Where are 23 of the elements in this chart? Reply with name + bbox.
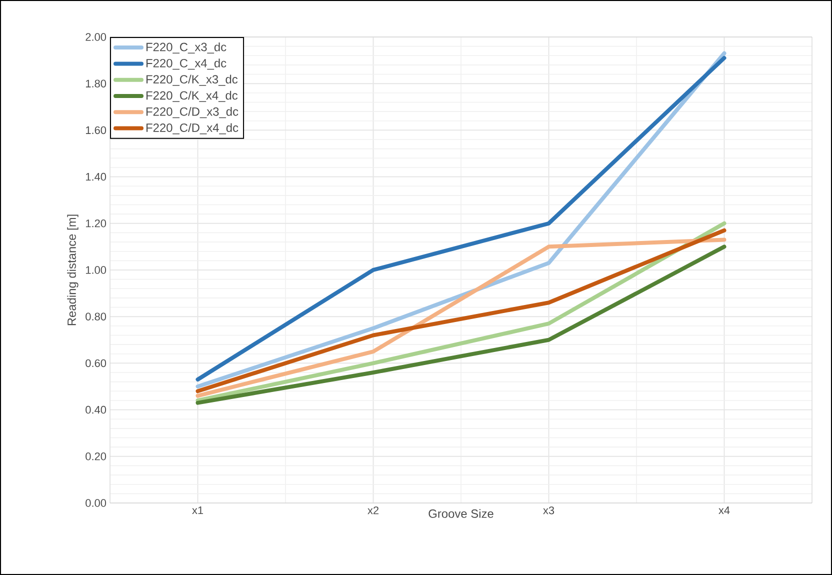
y-tick-label: 0.60 <box>86 359 106 368</box>
legend-label: F220_C/D_x4_dc <box>146 123 238 134</box>
y-tick-label: 1.00 <box>86 266 106 274</box>
y-tick-label: 0.00 <box>86 499 106 507</box>
y-tick-label: 1.40 <box>86 172 106 181</box>
legend-label: F220_C_x3_dc <box>146 42 226 54</box>
y-tick-label: 2.00 <box>86 33 106 41</box>
y-tick-label: 1.80 <box>86 80 106 88</box>
y-tick-label: 0.40 <box>86 406 106 414</box>
legend-label: F220_C_x4_dc <box>146 58 226 70</box>
x-tick-label: x2 <box>368 506 378 514</box>
legend-label: F220_C/D_x3_dc <box>146 107 238 118</box>
legend-label: F220_C/K_x3_dc <box>146 74 238 86</box>
y-tick-label: 0.20 <box>86 452 106 460</box>
x-tick-label: x1 <box>192 506 204 514</box>
y-tick-label: 0.80 <box>86 312 106 320</box>
y-tick-label: 1.20 <box>86 220 106 228</box>
y-tick-label: 1.60 <box>86 126 106 134</box>
x-axis-title: Groove Size <box>428 509 494 518</box>
y-axis-title: Reading distance [m] <box>67 214 78 326</box>
x-tick-label: x4 <box>718 506 730 514</box>
legend-label: F220_C/K_x4_dc <box>146 90 238 102</box>
x-tick-label: x3 <box>543 506 554 514</box>
